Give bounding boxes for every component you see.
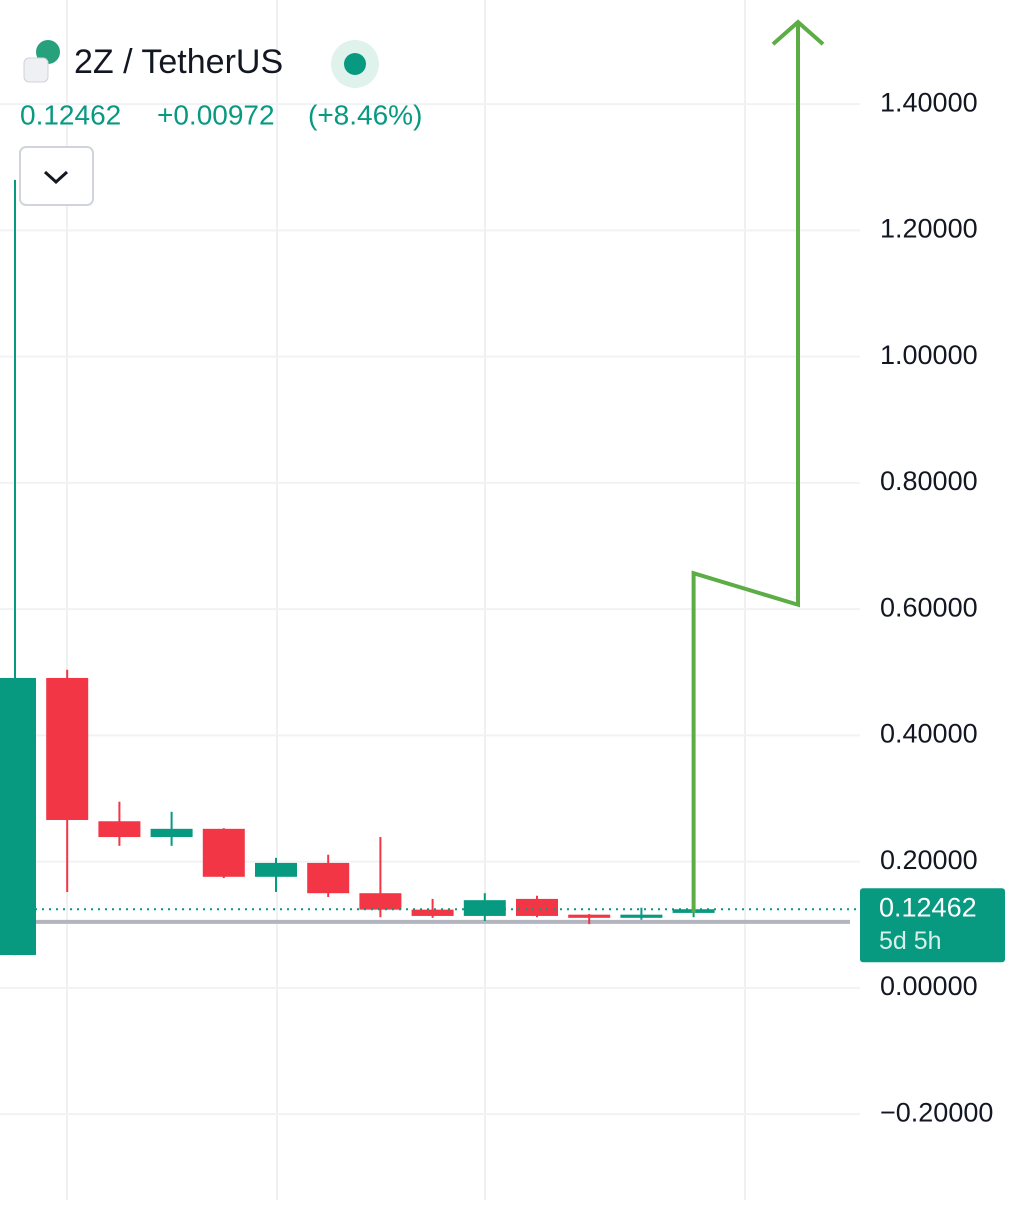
candle-body bbox=[0, 677, 36, 956]
header-change: +0.00972 bbox=[157, 99, 275, 130]
y-tick-label: 1.20000 bbox=[880, 214, 978, 244]
y-tick-label: 1.40000 bbox=[880, 87, 978, 117]
arrow-drawing bbox=[691, 22, 800, 913]
price-label-box bbox=[860, 888, 1005, 963]
candle-body bbox=[463, 900, 506, 916]
candle-body bbox=[516, 898, 558, 916]
price-label: 0.12462 bbox=[879, 892, 977, 922]
vertical-grid bbox=[66, 0, 746, 1200]
status-dot bbox=[344, 53, 366, 75]
candle-body bbox=[255, 862, 297, 877]
arrow-head bbox=[771, 19, 825, 46]
y-tick-label: 0.20000 bbox=[880, 845, 978, 875]
y-tick-label: 0.80000 bbox=[880, 466, 978, 496]
candle-body bbox=[202, 828, 245, 877]
plot: 1.40000 1.20000 1.00000 0.80000 0.60000 0.400… bbox=[0, 19, 1005, 1127]
collapse-button[interactable] bbox=[19, 146, 94, 206]
header: 2Z / TetherUS 0.12462 +0.00972 (+8.46%) bbox=[19, 40, 422, 206]
candle-body bbox=[307, 862, 350, 894]
y-tick-label: 0.60000 bbox=[880, 592, 978, 622]
candle-body bbox=[46, 677, 89, 820]
header-change-pct: (+8.46%) bbox=[308, 99, 422, 130]
candle-body bbox=[98, 821, 141, 838]
candle-body bbox=[150, 828, 193, 838]
candle-body bbox=[568, 914, 611, 918]
candle-body bbox=[411, 909, 454, 916]
symbol-title: 2Z / TetherUS bbox=[74, 43, 283, 81]
y-tick-label: −0.20000 bbox=[880, 1097, 993, 1127]
chevron-icon bbox=[43, 170, 69, 185]
base-icon bbox=[23, 57, 49, 83]
header-price: 0.12462 bbox=[20, 99, 121, 130]
y-tick-label: 1.00000 bbox=[880, 340, 978, 370]
y-tick-label: 0.00000 bbox=[880, 971, 978, 1001]
y-tick-label: 0.40000 bbox=[880, 719, 978, 749]
countdown-label: 5d 5h bbox=[879, 927, 942, 955]
candle-body bbox=[620, 914, 663, 918]
candle-body bbox=[359, 893, 402, 910]
